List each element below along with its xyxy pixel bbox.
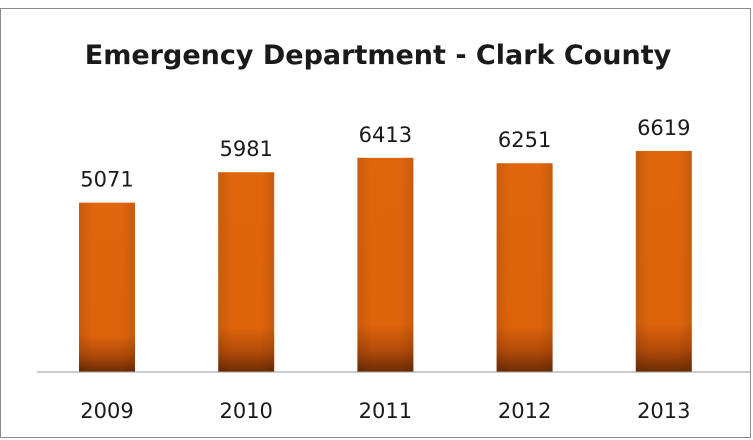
value-label-2012: 6251 — [498, 128, 551, 152]
value-label-2013: 6619 — [637, 116, 690, 140]
x-tick-label-2011: 2011 — [359, 399, 412, 423]
x-tick-label-2012: 2012 — [498, 399, 551, 423]
chart-title: Emergency Department - Clark County — [85, 40, 672, 71]
bar-shade-2013 — [635, 150, 692, 372]
value-label-2009: 5071 — [80, 168, 133, 192]
bars-group — [79, 150, 692, 372]
bar-shade-2009 — [79, 202, 135, 372]
value-labels-group: 5071 5981 6413 6251 6619 — [80, 116, 690, 192]
value-label-2010: 5981 — [219, 137, 272, 161]
x-tick-label-2013: 2013 — [637, 399, 690, 423]
x-tick-labels: 2009 2010 2011 2012 2013 — [80, 399, 690, 423]
bar-shade-2011 — [357, 157, 414, 372]
x-tick-label-2010: 2010 — [219, 399, 272, 423]
bar-shade-2012 — [496, 163, 553, 372]
x-tick-label-2009: 2009 — [80, 399, 133, 423]
bar-shade-2010 — [218, 172, 275, 372]
value-label-2011: 6413 — [359, 123, 412, 147]
